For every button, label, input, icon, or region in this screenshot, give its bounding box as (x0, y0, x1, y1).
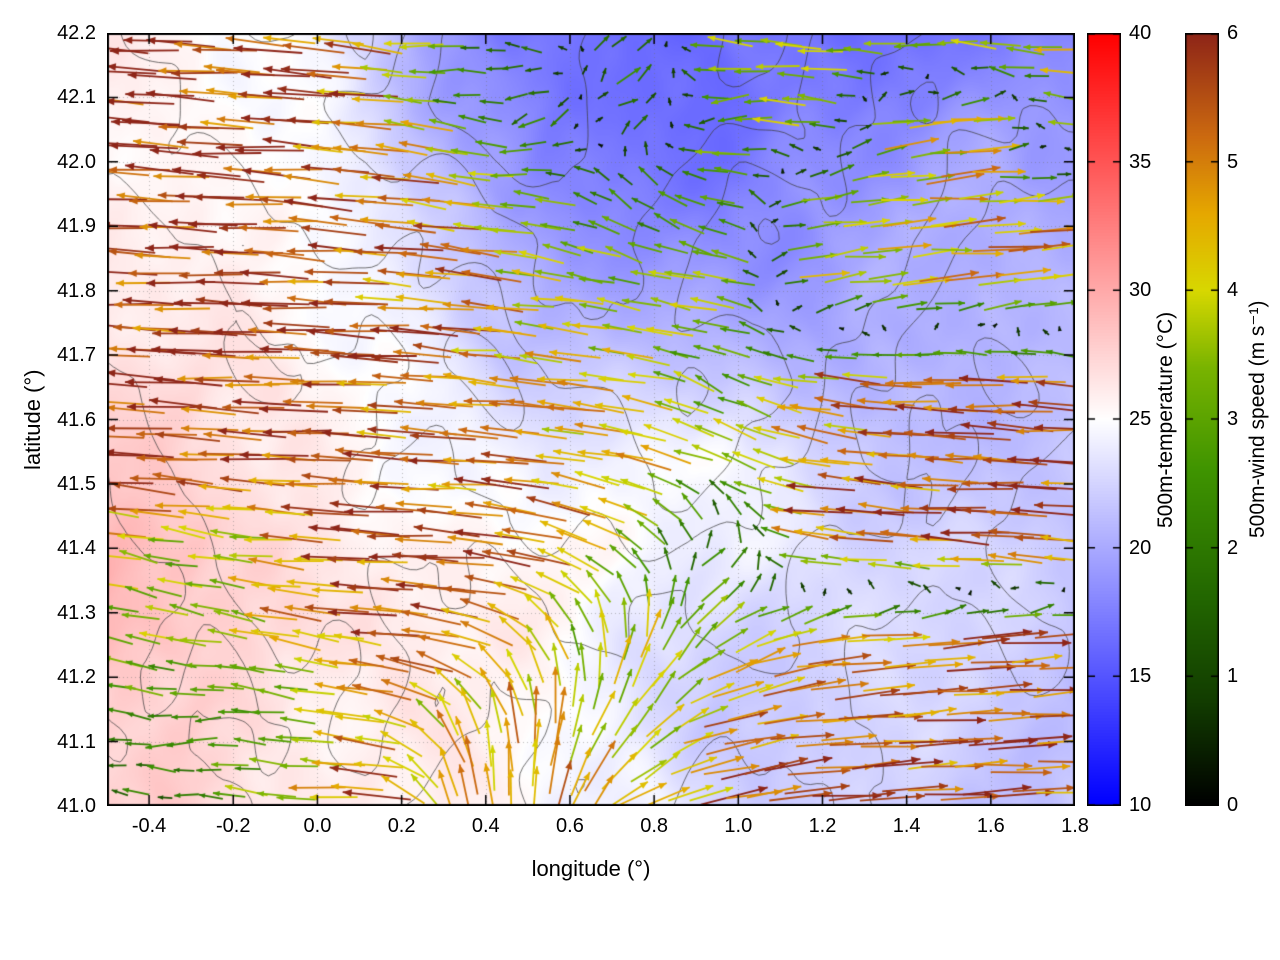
y-tick-label: 41.4 (57, 537, 96, 560)
wind-speed-colorbar (1185, 33, 1219, 806)
y-tick-label: 41.8 (57, 279, 96, 302)
x-tick-label: 0.6 (556, 815, 584, 837)
x-tick-label: 1.2 (808, 815, 837, 837)
wind-speed-tick-label: 2 (1227, 536, 1239, 559)
temperature-tick-label: 20 (1129, 536, 1152, 559)
temperature-tick-label: 40 (1129, 22, 1152, 44)
temperature-tick-label: 35 (1129, 150, 1152, 173)
y-tick-label: 41.1 (57, 730, 96, 753)
temperature-tick-label: 25 (1129, 408, 1152, 430)
wind-speed-tick-label: 6 (1227, 22, 1239, 44)
temperature-tick-label: 15 (1129, 665, 1152, 688)
wind-speed-tick-label: 1 (1227, 665, 1239, 688)
y-tick-label: 41.7 (57, 344, 96, 367)
y-tick-label: 41.3 (57, 601, 96, 624)
y-tick-label: 42.1 (57, 86, 96, 109)
x-tick-label: 1.4 (892, 815, 921, 837)
wind-colorbar-title: 500m-wind speed (m s⁻¹) (1246, 300, 1269, 539)
y-tick-label: 41.9 (57, 215, 96, 238)
y-tick-label: 42.2 (57, 22, 96, 44)
x-axis-label: longitude (°) (531, 856, 651, 881)
y-tick-label: 41.2 (57, 666, 96, 689)
x-tick-label: 1.6 (976, 815, 1005, 837)
wind-speed-tick-label: 0 (1227, 794, 1239, 816)
y-tick-label: 41.6 (57, 408, 96, 431)
map-canvas (107, 33, 1075, 806)
y-tick-label: 41.5 (57, 472, 96, 495)
x-tick-label: 0.8 (640, 815, 669, 837)
x-tick-label: -0.2 (216, 815, 251, 837)
temperature-tick-label: 30 (1129, 279, 1152, 302)
x-tick-label: -0.4 (131, 815, 167, 837)
x-tick-label: 1.0 (724, 815, 753, 837)
x-tick-label: 1.8 (1061, 815, 1089, 837)
x-tick-label: 0.4 (471, 815, 500, 837)
x-tick-label: 0.0 (303, 815, 332, 837)
temperature-colorbar-title: 500m-temperature (°C) (1154, 311, 1177, 528)
wind-speed-tick-label: 5 (1227, 150, 1239, 173)
y-tick-label: 42.0 (57, 150, 96, 173)
temperature-tick-label: 10 (1129, 794, 1152, 816)
y-tick-label: 41.0 (57, 795, 96, 817)
x-tick-label: 0.2 (387, 815, 416, 837)
wind-speed-tick-label: 4 (1227, 279, 1239, 302)
wind-speed-tick-label: 3 (1227, 408, 1239, 430)
y-axis-label: latitude (°) (20, 369, 45, 470)
temperature-colorbar (1087, 33, 1121, 806)
